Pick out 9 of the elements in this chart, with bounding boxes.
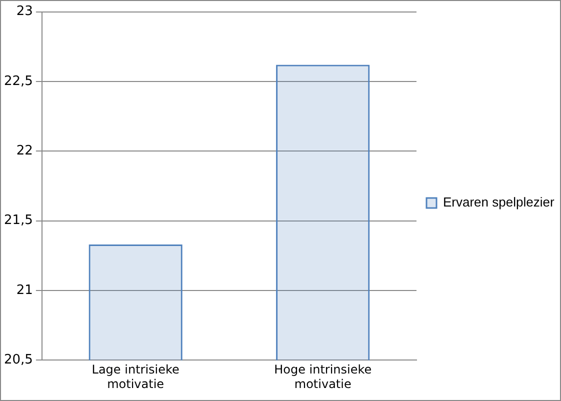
y-tick-label: 23 [16,4,33,20]
y-tick-label: 21,5 [4,213,33,228]
y-tick-label: 22 [16,144,33,159]
y-tick-label: 20,5 [4,352,33,368]
y-tick-label: 21 [16,282,33,298]
x-tick-label: Lage intrisieke motivatie [92,362,180,391]
x-tick-label: Hoge intrinsieke motivatie [274,362,372,391]
legend-label: Ervaren spelplezier [443,194,555,210]
y-tick-label: 22,5 [4,74,33,89]
